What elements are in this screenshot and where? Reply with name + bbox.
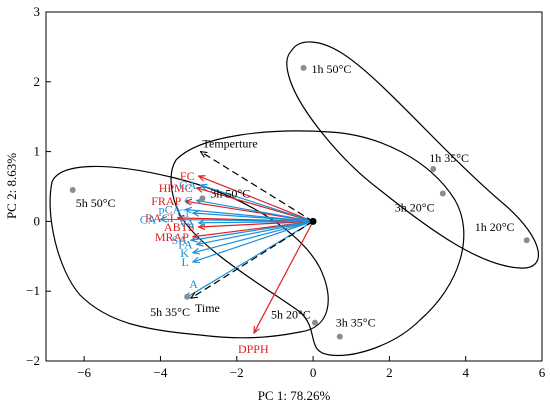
score-points: 1h 50°C 3h 50°C 1h 35°C 3h 20°C 1h 20°C 5h 50… bbox=[69, 62, 530, 340]
vector-k bbox=[193, 220, 314, 252]
x-tick-label: −6 bbox=[77, 365, 91, 380]
point-label-1h-35-c: 1h 35°C bbox=[429, 151, 469, 165]
vector-label-sa: SA bbox=[172, 233, 188, 247]
vector-label-fc: FC bbox=[180, 169, 195, 183]
vector-label-dpph: DPPH bbox=[238, 342, 269, 356]
point-1h-50-c bbox=[300, 64, 307, 71]
y-axis-ticks: −2 −1 0 1 2 3 bbox=[26, 4, 51, 368]
vector-label-time: Time bbox=[195, 301, 220, 315]
vector-dpph bbox=[254, 221, 314, 333]
vector-label-fa: FA bbox=[178, 237, 193, 251]
vector-time bbox=[191, 220, 314, 298]
vector-label-c: C bbox=[185, 193, 193, 207]
y-tick-label: 0 bbox=[34, 213, 41, 228]
vector-label-mrap: MRAP bbox=[155, 230, 189, 244]
y-tick-label: −2 bbox=[26, 353, 40, 368]
point-5h-20-c bbox=[311, 319, 318, 326]
point-3h-35-c bbox=[336, 333, 343, 340]
origin-point bbox=[309, 217, 317, 225]
vector-va bbox=[199, 221, 314, 222]
vector-label-hpmc: HPMC bbox=[159, 181, 193, 195]
vector-temperture bbox=[201, 152, 314, 222]
vector-label-temperture: Temperture bbox=[203, 137, 258, 151]
vector-label-l: L bbox=[182, 255, 189, 269]
point-5h-35-c bbox=[184, 293, 191, 300]
point-label-1h-20-c: 1h 20°C bbox=[475, 220, 515, 234]
y-axis-label: PC 2: 8.63% bbox=[4, 153, 19, 219]
vector-ga bbox=[201, 185, 314, 222]
vector-label-frap: FRAP bbox=[151, 194, 181, 208]
vector-fa bbox=[197, 220, 314, 244]
y-tick-label: −1 bbox=[26, 283, 40, 298]
point-3h-20-c bbox=[439, 190, 446, 197]
point-label-3h-20-c: 3h 20°C bbox=[395, 200, 435, 214]
point-5h-50-c bbox=[69, 186, 76, 193]
x-tick-label: 0 bbox=[310, 365, 317, 380]
cluster-outline-top-right bbox=[286, 41, 540, 269]
y-tick-label: 1 bbox=[34, 144, 41, 159]
vector-label-abts: ABTS bbox=[164, 220, 195, 234]
vector-l bbox=[193, 220, 314, 261]
vector-c bbox=[197, 200, 314, 222]
vector-hpmc bbox=[197, 188, 314, 222]
point-3h-50-c bbox=[199, 195, 206, 202]
x-tick-label: −4 bbox=[154, 365, 168, 380]
y-tick-label: 2 bbox=[34, 74, 41, 89]
x-tick-label: −2 bbox=[230, 365, 244, 380]
vector-label-pca: pCA bbox=[159, 203, 182, 217]
y-tick-label: 3 bbox=[34, 4, 41, 19]
point-label-1h-50-c: 1h 50°C bbox=[312, 62, 352, 76]
plot-area bbox=[45, 11, 543, 362]
vector-abts bbox=[199, 220, 314, 227]
x-axis-ticks: −6 −4 −2 0 2 4 6 bbox=[77, 356, 546, 380]
point-label-3h-50-c: 3h 50°C bbox=[210, 186, 250, 200]
vector-cl bbox=[193, 213, 314, 222]
vector-sa bbox=[191, 220, 314, 240]
vector-label-cl: Cl bbox=[178, 206, 190, 220]
point-label-5h-20-c: 5h 20°C bbox=[271, 308, 311, 322]
vector-ca bbox=[160, 219, 314, 221]
x-tick-label: 2 bbox=[386, 365, 393, 380]
x-tick-label: 6 bbox=[539, 365, 546, 380]
point-label-5h-50-c: 5h 50°C bbox=[76, 196, 116, 210]
vector-label-k: K bbox=[180, 246, 189, 260]
x-tick-label: 4 bbox=[462, 365, 469, 380]
vector-fc bbox=[199, 176, 314, 222]
vector-label-a: A bbox=[189, 277, 198, 291]
vector-label-va: VA bbox=[179, 216, 195, 230]
vector-label-ca: CA bbox=[140, 212, 157, 226]
point-1h-35-c bbox=[430, 166, 437, 173]
vector-label-ga: GA bbox=[179, 178, 197, 192]
point-label-5h-35-c: 5h 35°C bbox=[150, 305, 190, 319]
x-axis-label: PC 1: 78.26% bbox=[258, 388, 331, 403]
point-1h-20-c bbox=[523, 237, 530, 244]
cluster-outline-left bbox=[49, 165, 329, 339]
point-label-3h-35-c: 3h 35°C bbox=[336, 316, 376, 330]
